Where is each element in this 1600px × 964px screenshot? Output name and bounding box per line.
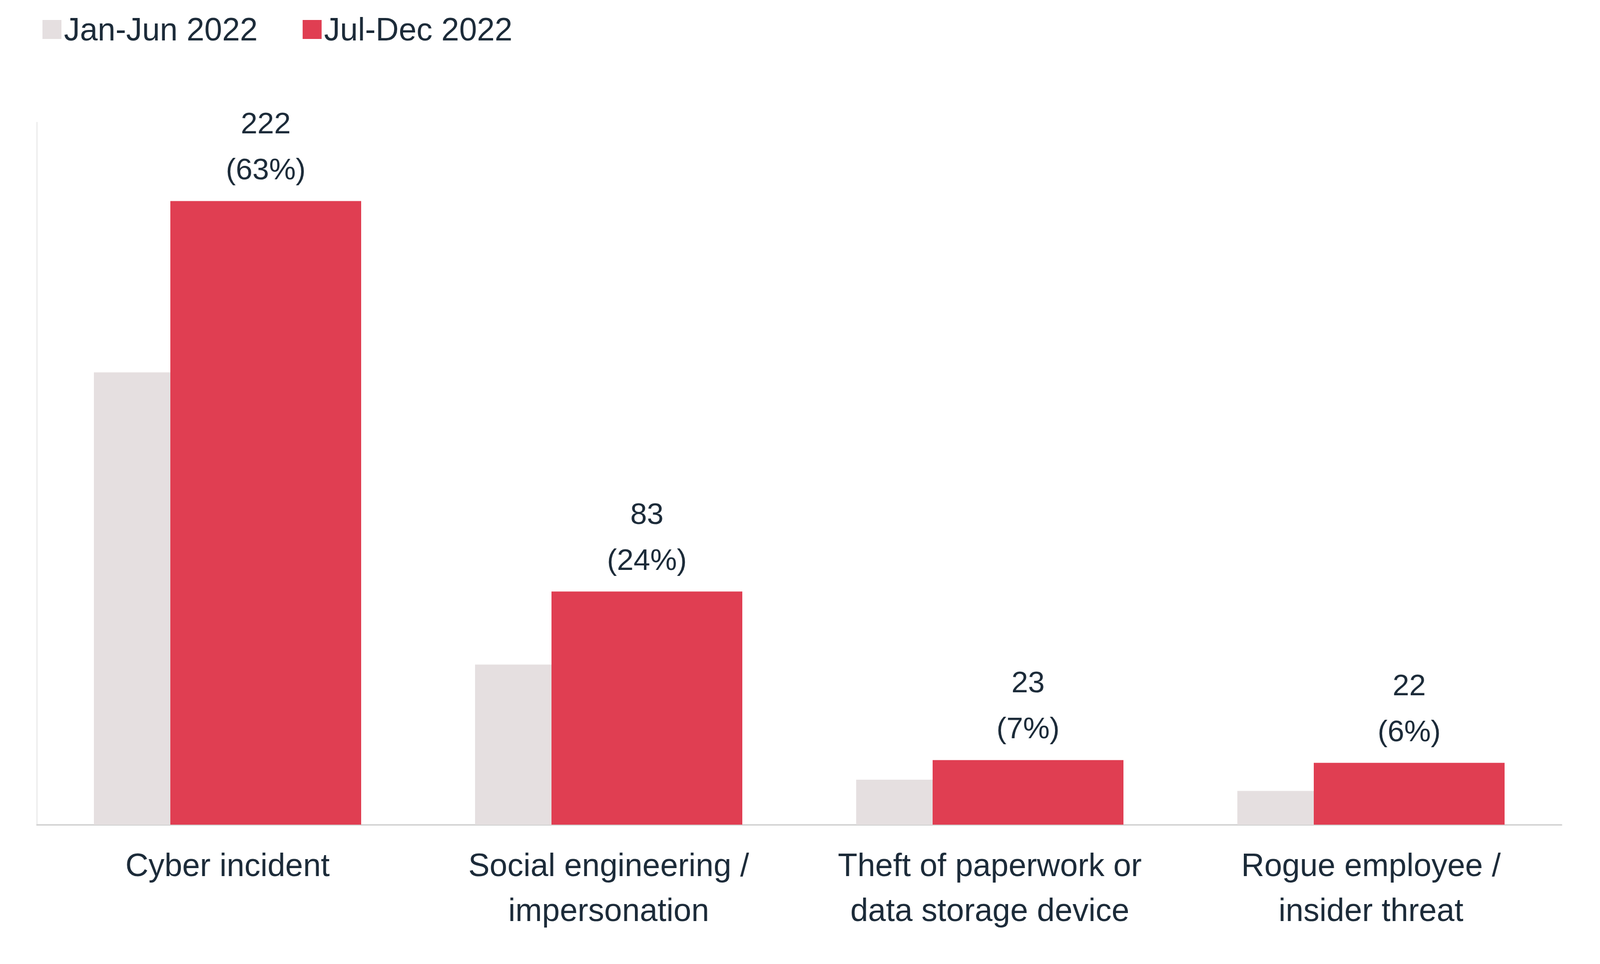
svg-text:Rogue employee /: Rogue employee / <box>1241 847 1502 884</box>
svg-text:(63%): (63%) <box>225 152 306 186</box>
svg-text:(24%): (24%) <box>606 542 687 577</box>
svg-text:83: 83 <box>630 497 664 531</box>
svg-text:Social engineering /: Social engineering / <box>468 847 749 884</box>
svg-text:impersonation: impersonation <box>508 892 710 929</box>
svg-text:23: 23 <box>1011 665 1046 699</box>
svg-text:Jan-Jun 2022: Jan-Jun 2022 <box>63 11 258 48</box>
svg-text:Cyber incident: Cyber incident <box>125 847 330 884</box>
svg-text:222: 222 <box>240 106 291 140</box>
svg-text:(6%): (6%) <box>1377 714 1442 748</box>
svg-text:Theft of paperwork or: Theft of paperwork or <box>837 847 1142 884</box>
svg-text:22: 22 <box>1392 668 1427 702</box>
svg-text:data storage device: data storage device <box>850 892 1130 929</box>
svg-text:Jul-Dec 2022: Jul-Dec 2022 <box>324 11 513 48</box>
svg-text:(7%): (7%) <box>996 711 1061 745</box>
svg-text:insider threat: insider threat <box>1278 892 1464 929</box>
